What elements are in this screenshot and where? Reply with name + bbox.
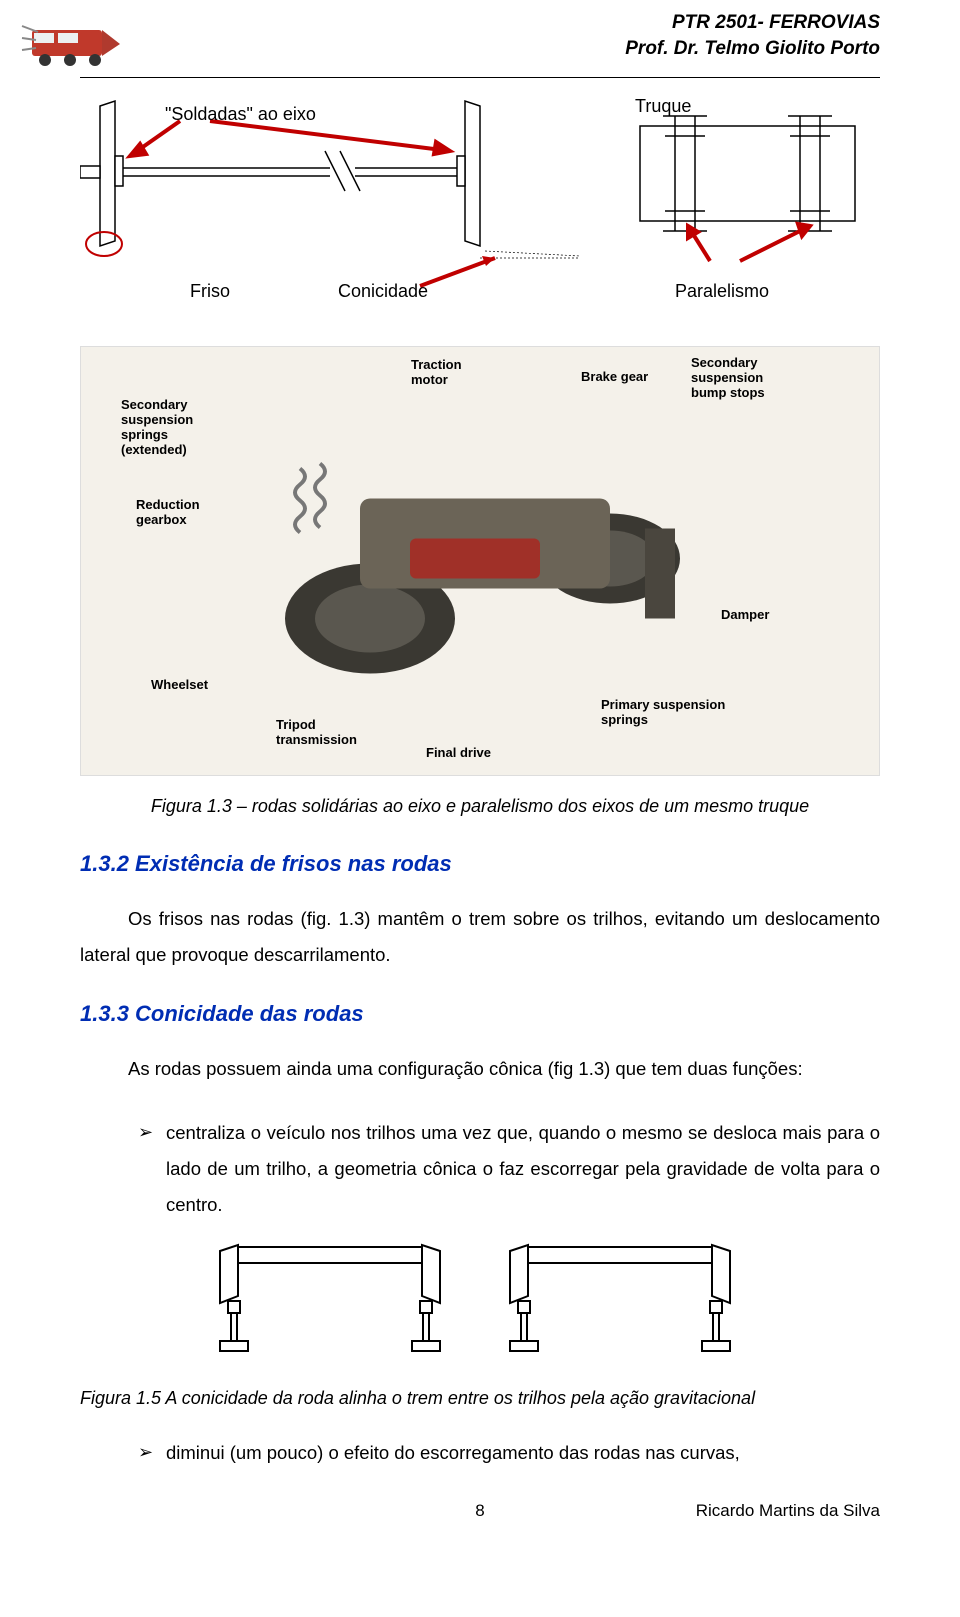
bogie-component-label: Brake gear [581, 369, 648, 384]
bogie-component-label: Secondarysuspensionbump stops [691, 355, 765, 400]
bogie-figure: Tractionmotor Brake gear Secondarysuspensi… [80, 346, 880, 776]
bogie-component-label: Damper [721, 607, 769, 622]
bogie-component-label: Tripodtransmission [276, 717, 357, 747]
figure-1-5-caption: Figura 1.5 A conicidade da roda alinha o… [80, 1388, 880, 1409]
label-truque: Truque [635, 96, 691, 117]
section-132-body: Os frisos nas rodas (fig. 1.3) mantêm o … [80, 901, 880, 973]
bogie-component-label: Wheelset [151, 677, 208, 692]
bogie-component-label: Final drive [426, 745, 491, 760]
professor-name: Prof. Dr. Telmo Giolito Porto [625, 36, 880, 62]
page-header: PTR 2501- FERROVIAS Prof. Dr. Telmo Giol… [80, 10, 880, 78]
course-code: PTR 2501- FERROVIAS [625, 10, 880, 36]
page-number: 8 [475, 1501, 484, 1521]
page-footer: 8 Ricardo Martins da Silva [80, 1501, 880, 1525]
bogie-component-label: Reductiongearbox [136, 497, 200, 527]
bullet-2: diminui (um pouco) o efeito do escorrega… [138, 1435, 880, 1471]
bogie-component-label: Secondarysuspensionsprings(extended) [121, 397, 193, 457]
section-133-intro: As rodas possuem ainda uma configuração … [80, 1051, 880, 1087]
bogie-component-label: Primary suspensionsprings [601, 697, 725, 727]
axle-diagram: "Soldadas" ao eixo Truque Friso Conicida… [80, 96, 880, 336]
bogie-component-label: Tractionmotor [411, 357, 462, 387]
rail-cone-figure [80, 1241, 880, 1376]
label-soldadas: "Soldadas" ao eixo [165, 104, 316, 125]
bullet-1: centraliza o veículo nos trilhos uma vez… [138, 1115, 880, 1223]
footer-author: Ricardo Martins da Silva [696, 1501, 880, 1521]
label-conicidade: Conicidade [338, 281, 428, 302]
train-logo-icon [20, 16, 130, 76]
section-133-head: 1.3.3 Conicidade das rodas [80, 1001, 880, 1027]
section-132-head: 1.3.2 Existência de frisos nas rodas [80, 851, 880, 877]
figure-1-3-caption: Figura 1.3 – rodas solidárias ao eixo e … [80, 796, 880, 817]
label-paralelismo: Paralelismo [675, 281, 769, 302]
label-friso: Friso [190, 281, 230, 302]
section-133-intro-text: As rodas possuem ainda uma configuração … [128, 1058, 803, 1079]
